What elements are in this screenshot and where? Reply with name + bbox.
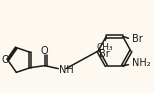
Text: CH₃: CH₃ [96,43,113,52]
Text: O: O [2,55,9,65]
Text: O: O [41,46,49,56]
Text: NH₂: NH₂ [132,58,151,68]
Text: NH: NH [59,65,74,75]
Text: Br: Br [132,34,143,44]
Text: Br: Br [99,49,110,59]
